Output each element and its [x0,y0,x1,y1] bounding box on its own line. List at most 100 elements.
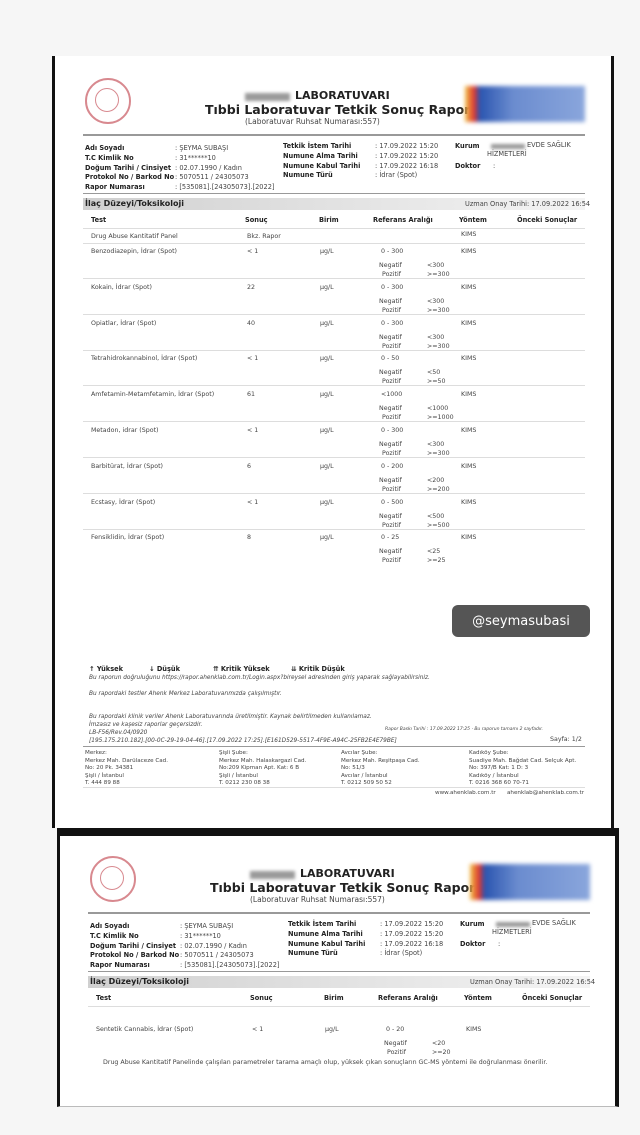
clinical-text: Bu rapordaki klinik veriler Ahenk Labora… [89,714,372,720]
tested-text: Bu rapordaki testler Ahenk Merkez Labora… [89,691,282,697]
branch-address: Merkez Mah. Reşitpaşa Cad. [341,757,420,764]
doktor-value: : [493,162,496,170]
positive-threshold: >=300 [427,450,450,457]
reference-range: 0 - 300 [381,427,404,434]
positive-threshold: >=300 [427,342,450,350]
doktor-value: : [498,940,501,948]
tc-label: T.C Kimlik No [90,931,139,940]
approval-date: Uzman Onay Tarihi: 17.09.2022 16:54 [465,200,591,208]
divider [83,746,585,747]
column-header: Önceki Sonuçlar [517,216,578,224]
negative-label: Negatif [379,369,402,377]
panel-test: Drug Abuse Kantitatif Panel [91,233,178,240]
column-header: Önceki Sonuçlar [522,994,583,1002]
website-link[interactable]: www.ahenklab.com.tr [435,790,496,796]
protocol-value: : 5070511 / 24305073 [175,173,249,182]
column-header: Referans Aralığı [378,994,438,1002]
test-name: Amfetamin-Metamfetamin, İdrar (Spot) [91,391,215,399]
test-unit: µg/L [320,248,334,255]
signature-text: İmzasız ve kaşesiz raporlar geçersizdir. [89,722,203,728]
section-title: İlaç Düzeyi/Toksikoloji [85,199,184,208]
row-divider [83,349,585,351]
tur-value: : İdrar (Spot) [375,171,418,180]
negative-threshold: <300 [427,262,445,269]
branch-address: Merkez: [85,750,107,756]
lab-name: LABORATUVARI [295,89,390,102]
positive-label: Pozitif [382,557,401,565]
kurum-label: Kurum [460,920,485,928]
negative-threshold: <500 [427,512,445,520]
test-result: < 1 [247,427,259,434]
test-unit: µg/L [320,283,334,291]
test-unit: µg/L [320,391,334,399]
negative-threshold: <1000 [427,405,449,413]
positive-threshold: >=20 [432,1049,451,1056]
positive-label: Pozitif [382,306,401,314]
branch-address: T. 0212 230 08 38 [219,780,270,786]
reference-range: 0 - 20 [386,1026,405,1033]
positive-threshold: >=50 [427,378,446,386]
protocol-label: Protokol No / Barkod No [90,951,180,960]
license-number: (Laboratuvar Ruhsat Numarası:557) [245,117,380,126]
test-method: KIMS [461,391,477,399]
column-header: Yöntem [459,216,487,224]
test-method: KIMS [461,427,477,434]
kabul-label: Numune Kabul Tarihi [283,161,361,170]
divider [83,787,585,788]
positive-label: Pozitif [382,485,401,493]
name-label: Adı Soyadı [90,922,130,930]
redacted-institution [496,922,530,927]
test-method: KIMS [461,319,477,327]
row-divider [83,313,585,315]
branch-address: Suadiye Mah. Bağdat Cad. Selçuk Apt. [469,757,577,764]
report-label: Rapor Numarası [85,183,145,192]
column-header: Sonuç [245,216,268,224]
reference-range: 0 - 300 [381,248,404,255]
email-link[interactable]: ahenklab@ahenklab.com.tr [507,790,585,796]
legend-low: ↓ Düşük [149,665,180,673]
kabul-value: : 17.09.2022 16:18 [375,161,439,170]
branch-address: Kadıköy / İstanbul [469,772,519,779]
reference-range: 0 - 300 [381,283,404,291]
divider [83,134,585,136]
branch-address: Kadıköy Şube: [469,750,509,756]
report-title: Tıbbi Laboratuvar Tetkik Sonuç Raporu [210,880,485,895]
positive-label: Pozitif [382,378,401,386]
test-name: Barbitürat, İdrar (Spot) [91,462,164,470]
screening-note: Drug Abuse Kantitatif Panelinde çalışıla… [103,1059,548,1066]
test-unit: µg/L [320,534,334,542]
negative-threshold: <300 [427,297,445,305]
reference-range: <1000 [381,391,403,399]
positive-label: Pozitif [382,450,401,457]
branch-address: Şişli Şube: [219,750,248,756]
column-header: Birim [319,216,339,224]
column-header: Test [96,994,112,1002]
test-unit: µg/L [320,498,334,506]
branch-address: No: 397/B Kat: 1 D: 3 [469,765,529,771]
positive-label: Pozitif [382,271,401,278]
trace-code: [195.175.210.182].[00-0C-29-19-04-46].[1… [89,738,397,744]
branch-address: No: 20 Pk. 34381 [85,765,134,771]
report-page-1: LABORATUVARI Tıbbi Laboratuvar Tetkik Son… [52,56,614,828]
test-method: KIMS [466,1026,482,1033]
test-name: Ecstasy, İdrar (Spot) [91,498,156,506]
positive-threshold: >=1000 [427,414,454,422]
divider [83,228,585,229]
reference-range: 0 - 300 [381,319,404,327]
branch-address: Merkez Mah. Darülaceze Cad. [85,757,169,764]
ministry-logo [85,78,131,124]
test-name: Tetrahidrokannabinol, İdrar (Spot) [91,355,198,363]
watermark-badge: @seymasubasi [452,605,590,637]
test-name: Opiatlar, İdrar (Spot) [91,319,157,327]
branch-address: Şişli / İstanbul [85,772,124,779]
column-header: Referans Aralığı [373,216,433,224]
positive-label: Pozitif [382,521,401,529]
name-label: Adı Soyadı [85,144,125,152]
report-title: Tıbbi Laboratuvar Tetkik Sonuç Raporu [205,102,480,117]
alma-label: Numune Alma Tarihi [288,929,363,938]
negative-label: Negatif [379,441,402,448]
row-divider [83,385,585,387]
protocol-value: : 5070511 / 24305073 [180,951,254,960]
negative-label: Negatif [379,262,402,269]
test-method: KIMS [461,248,477,255]
